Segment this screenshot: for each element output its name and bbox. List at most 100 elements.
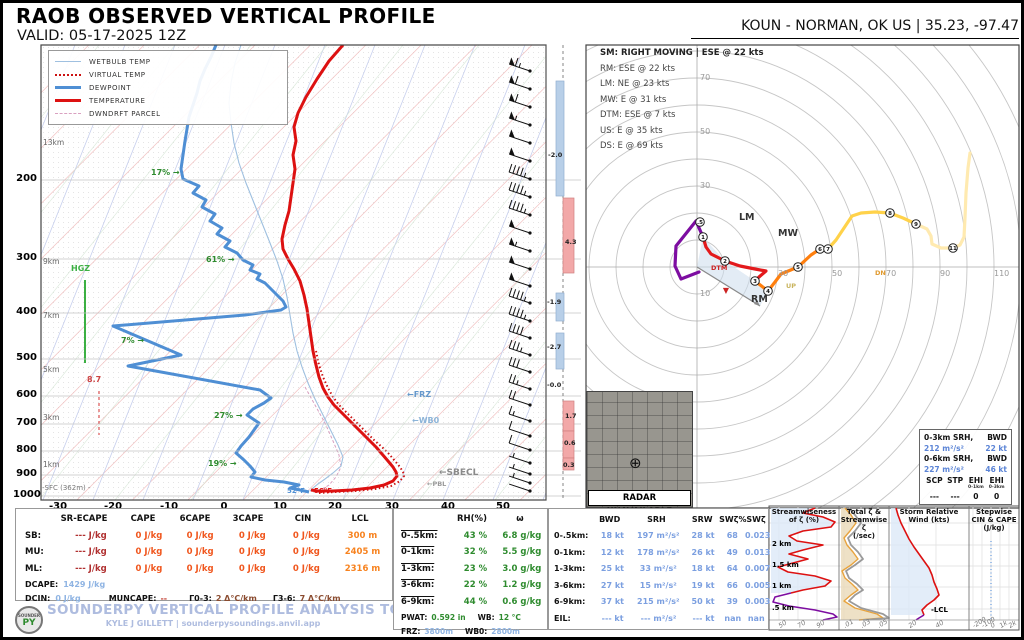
panel-title: Total ζ & Streamwise ζ (/sec) — [839, 508, 889, 540]
thermo-value: --- J/kg — [75, 563, 107, 574]
panel-title-line: Streamwise ζ — [840, 516, 888, 532]
kinematics-layer: 3-6km: — [554, 580, 586, 590]
table-row: 0-1km: 12 kt 178 m²/s² 26 kt 49 0.013 — [550, 544, 770, 561]
advection-value: 1.7 — [565, 412, 577, 420]
kinematics-value: 33 m²/s² — [639, 564, 677, 574]
table-row: 0-.5km: 18 kt 197 m²/s² 28 kt 68 0.023 — [550, 528, 771, 545]
panel-curve — [777, 507, 836, 594]
table-row: EIL: --- kt --- m²/s² --- kt nan nan — [550, 610, 767, 627]
kinematics-value: 18 kt — [600, 531, 624, 541]
dtm-marker-icon: ▼ — [723, 286, 730, 295]
moisture-omega: 5.5 g/kg — [502, 547, 542, 558]
table-row: 6-9km: 44 % 0.6 g/kg — [395, 594, 546, 611]
height-label: 9km — [43, 257, 60, 266]
thermo-header: LCL — [351, 514, 369, 525]
panel-title-line: Stepwise — [976, 508, 1012, 516]
hodograph-label-lm: LM — [739, 212, 755, 223]
panel-title-line: of ζ (%) — [788, 516, 820, 524]
kinematics-layer: 1-3km: — [554, 564, 586, 574]
pressure-label: 900 — [16, 468, 37, 479]
kinematics-value: 0.005 — [744, 580, 771, 590]
panel-y-label: 2 km — [772, 540, 792, 548]
dewpoint-curve — [111, 45, 310, 494]
wind-barb — [508, 339, 532, 357]
legend-label: VIRTUAL TEMP — [89, 70, 146, 79]
legend-label: TEMPERATURE — [89, 96, 146, 105]
srh-0-6-label: 0-6km SRH, — [924, 454, 974, 463]
sounderpy-logo: SOUNDER PY — [15, 606, 43, 634]
height-marker — [823, 244, 833, 254]
height-marker-label: 9 — [914, 222, 918, 228]
advection-value: 0.6 — [564, 439, 576, 447]
thermo-mun_l: MUNCAPE: — [108, 593, 157, 603]
skewt-annotation: ←PBL — [427, 480, 447, 488]
ring-label: 70 — [700, 73, 711, 82]
hgz-label: HGZ — [71, 264, 91, 273]
height-marker — [948, 243, 958, 253]
moisture-pv: 0.592 in — [431, 612, 466, 622]
thermo-value: 2405 m — [344, 547, 381, 558]
table-row: 0-1km: 32 % 5.5 g/kg — [395, 544, 546, 561]
thermo-header: 6CAPE — [179, 514, 211, 525]
thermo-dcape_l: DCAPE: — [25, 579, 59, 589]
ring-label: 30 — [778, 269, 789, 278]
moisture-layer: 0-1km: — [401, 547, 435, 558]
kinematics-value: 19 kt — [691, 580, 715, 590]
wind-barb — [508, 237, 532, 253]
surface-label: -SFC (362m) - — [42, 484, 91, 492]
thermo-row-name: MU: — [25, 547, 44, 558]
advection-bar-cool — [555, 292, 565, 322]
ehi01-label: EHI 0-1km — [967, 475, 984, 490]
thermo-value: 0 J/kg — [238, 563, 266, 574]
thermo-value: 2316 m — [344, 563, 381, 574]
panel-title-line: Streamwiseness — [771, 508, 837, 516]
skewt-annotation: ←WB0 — [412, 416, 440, 425]
map-crosshair-icon: ⊕ — [629, 454, 642, 472]
thermodynamics-table: SR-ECAPE CAPE 6CAPE 3CAPE CIN LCL SB: --- J/kg 0… — [15, 508, 393, 603]
panel-title-line: Storm Relative — [899, 508, 959, 516]
kinematics-value: 49 — [726, 547, 738, 557]
storm-motion-line: LM: NE @ 23 kts — [600, 79, 670, 89]
kinematics-value: 26 kt — [691, 547, 715, 557]
height-marker-label: 5 — [796, 265, 800, 271]
moisture-rh: 44 % — [463, 596, 488, 607]
height-marker-label: 8 — [888, 211, 892, 217]
hodograph-label-rm: RM — [751, 294, 768, 305]
kinematics-value: 66 — [726, 580, 738, 590]
kinematics-value: 197 m²/s² — [637, 531, 680, 541]
radar-map-inset: ⊕ RADAR UNAVAILABLE — [586, 391, 693, 517]
thermo-value: 0 J/kg — [292, 530, 320, 541]
panel-y-label: .5 km — [772, 604, 794, 612]
thermo-value: 0 J/kg — [135, 530, 163, 541]
kinematics-value: 0.007 — [744, 564, 771, 574]
height-label: 5km — [43, 365, 60, 374]
thermo-mun_v: -- — [160, 593, 168, 603]
wind-barb — [508, 322, 532, 340]
kinematics-header: SWζ — [746, 514, 766, 524]
advection-value: 0.3 — [563, 461, 575, 469]
thermo-header: CAPE — [130, 514, 156, 525]
advection-value: -1.9 — [547, 298, 562, 306]
height-marker-label: 11 — [949, 246, 957, 252]
kinematics-value: 18 kt — [691, 564, 715, 574]
bwd-0-6-value: 46 kt — [985, 464, 1007, 474]
kinematics-header: SRH — [647, 514, 666, 524]
thermo-dcape_v: 1429 J/kg — [63, 579, 106, 589]
wind-barb — [508, 287, 532, 305]
kinematics-value: 0.023 — [744, 531, 771, 541]
pressure-label: 1000 — [13, 489, 41, 500]
scp-label: SCP — [926, 475, 943, 485]
wind-barb — [508, 389, 532, 407]
kinematics-layer: 0-.5km: — [554, 531, 589, 541]
hodograph-trace-purple — [673, 219, 705, 281]
panel-title-line: (J/kg) — [983, 524, 1005, 532]
radar-status-label: RADAR UNAVAILABLE — [588, 490, 691, 517]
rh-annotation: 17% → — [151, 168, 180, 177]
srh-bwd-inset-box: 0-3km SRH, BWD 212 m²/s² 22 kt 0-6km SRH, B… — [919, 429, 1012, 505]
panel-title: Stepwise CIN & CAPE (J/kg) — [969, 508, 1019, 532]
moisture-zl: WB0: — [465, 626, 488, 636]
wind-barb — [508, 463, 532, 476]
legend-label: WETBULB TEMP — [89, 57, 151, 66]
panel-title: Storm Relative Wind (kts) — [889, 508, 969, 524]
pressure-label: 700 — [16, 417, 37, 428]
